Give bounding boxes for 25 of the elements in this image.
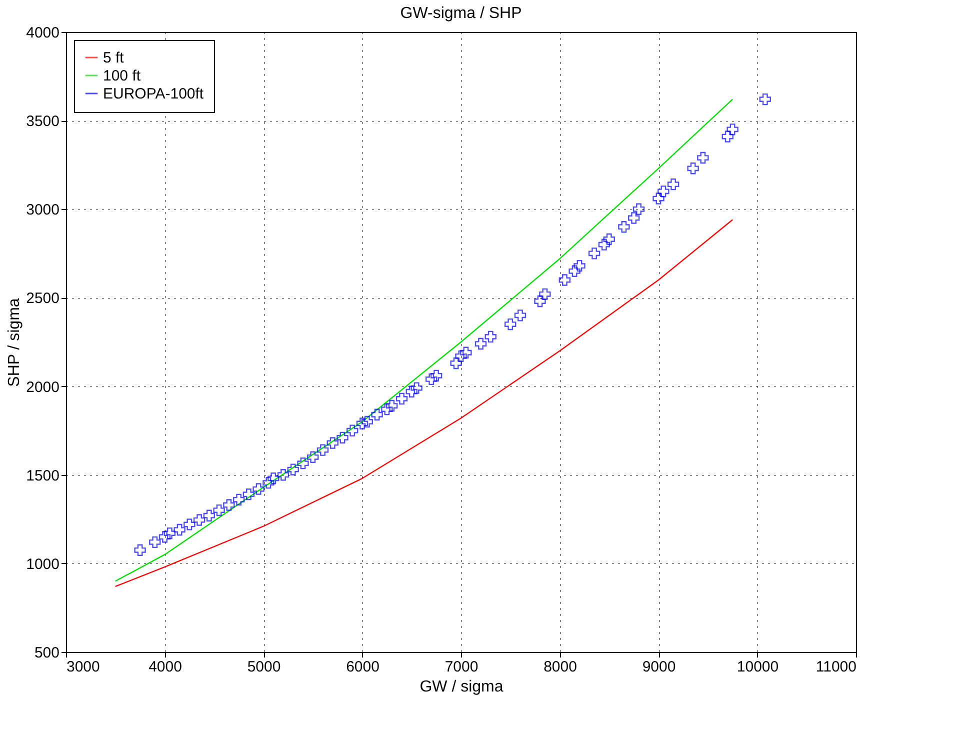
y-tick-label: 2000 <box>26 378 60 396</box>
y-tick-label: 4000 <box>26 24 60 42</box>
y-tick-label: 3500 <box>26 113 60 130</box>
legend-label: 5 ft <box>103 50 125 66</box>
x-tick-label: 9000 <box>642 658 676 676</box>
legend-label: 100 ft <box>103 68 142 84</box>
legend-label: EUROPA-100ft <box>103 86 204 102</box>
x-tick-label: 4000 <box>148 658 182 676</box>
line-series <box>114 98 734 582</box>
x-tick-label: 10000 <box>736 658 779 676</box>
y-tick-label: 1500 <box>26 467 60 484</box>
x-tick-label: 7000 <box>444 658 478 676</box>
y-tick-label: 1000 <box>26 556 60 573</box>
chart-title: GW-sigma / SHP <box>400 5 522 22</box>
y-tick-label: 500 <box>34 644 60 662</box>
x-tick-label: 6000 <box>346 658 380 676</box>
y-tick-label: 2500 <box>26 290 60 308</box>
x-tick-label: 11000 <box>816 658 856 676</box>
x-tick-label: 5000 <box>247 658 281 676</box>
x-tick-label: 8000 <box>544 658 577 676</box>
y-axis-title: SHP / sigma <box>6 298 24 387</box>
y-tick-label: 3000 <box>26 202 60 219</box>
line-series <box>114 219 734 588</box>
x-tick-label: 3000 <box>66 658 100 676</box>
x-axis-title: GW / sigma <box>420 678 504 696</box>
